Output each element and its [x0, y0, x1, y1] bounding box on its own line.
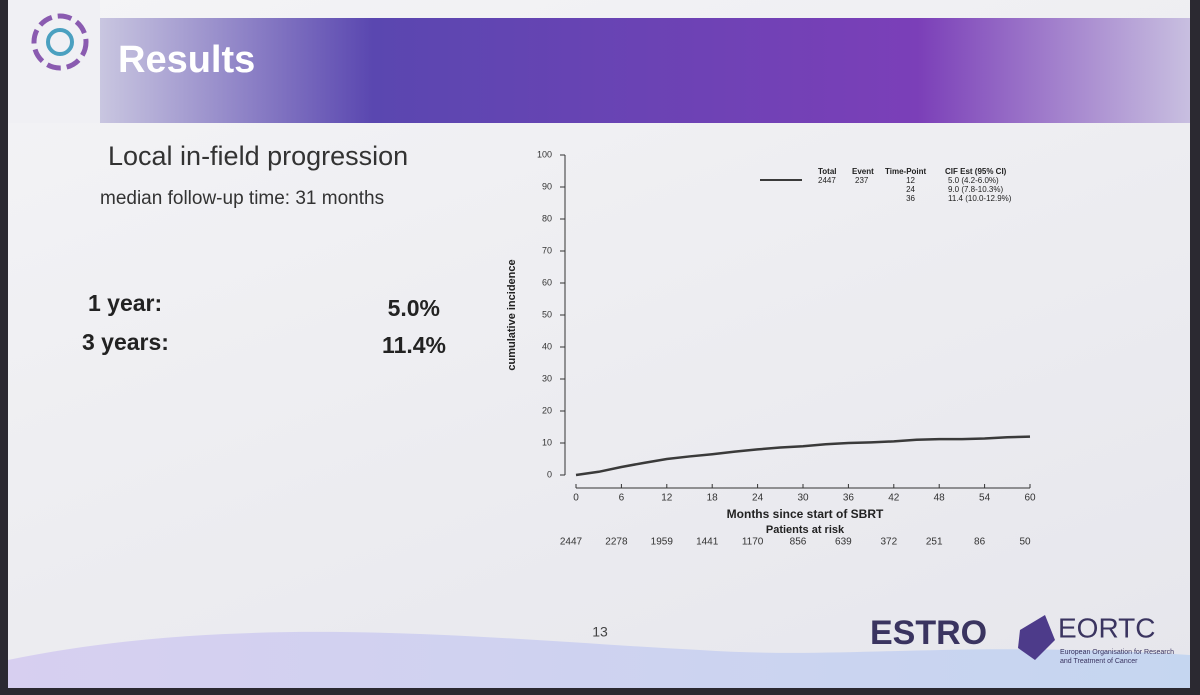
risk-count: 1441 [696, 537, 719, 548]
header-band [100, 18, 1190, 123]
risk-count: 856 [790, 537, 807, 548]
y-tick-label: 90 [542, 181, 552, 191]
risk-count: 1959 [651, 537, 674, 548]
y-tick-label: 60 [542, 277, 552, 287]
x-tick-label: 30 [797, 493, 809, 504]
y-tick-label: 20 [542, 405, 552, 415]
table-cell: 11.4 (10.0-12.9%) [948, 194, 1012, 203]
x-tick-label: 6 [619, 493, 625, 504]
x-tick-label: 24 [752, 493, 764, 504]
table-header: CIF Est (95% CI) [945, 167, 1007, 176]
slide-title: Results [118, 39, 255, 81]
eortc-caption: European Organisation for Research [1060, 649, 1174, 656]
risk-count: 251 [926, 537, 943, 548]
risk-count: 639 [835, 537, 852, 548]
stat-label: 1 year: [88, 290, 162, 316]
risk-count: 50 [1019, 537, 1031, 548]
stat-value: 5.0% [388, 295, 440, 321]
table-cell: 2447 [818, 176, 836, 185]
y-axis-title: cumulative incidence [506, 259, 518, 370]
risk-count: 2447 [560, 537, 583, 548]
stat-value: 11.4% [382, 332, 446, 358]
stat-label: 3 years: [82, 329, 169, 355]
page-number: 13 [592, 624, 608, 640]
x-axis-title: Months since start of SBRT [727, 507, 884, 521]
table-header: Event [852, 167, 874, 176]
x-tick-label: 42 [888, 493, 900, 504]
footer-wave [8, 631, 1190, 688]
logo-icon [46, 28, 74, 56]
risk-count: 2278 [605, 537, 628, 548]
risk-count: 1170 [742, 537, 764, 548]
table-cell: 237 [855, 176, 869, 185]
y-tick-label: 50 [542, 309, 552, 319]
line [575, 435, 1031, 477]
logo-eortc-icon [1018, 615, 1055, 660]
x-tick-label: 48 [934, 493, 946, 504]
logo-icon [31, 13, 89, 71]
subheading: median follow-up time: 31 months [100, 188, 384, 209]
risk-count: 86 [974, 537, 986, 548]
table-header: Total [818, 167, 837, 176]
logo-eortc: EORTC [1058, 612, 1156, 643]
logo-estro: ESTRO [870, 614, 987, 652]
y-tick-label: 40 [542, 341, 552, 351]
chart: 0 10 20 30 40 50 60 70 80 90 100 0 6 12 18 24 30 36 42 48 54… [506, 149, 1036, 547]
x-tick-label: 60 [1024, 493, 1036, 504]
y-tick-label: 0 [547, 469, 552, 479]
heading: Local in-field progression [108, 141, 408, 171]
y-tick-label: 100 [537, 149, 552, 159]
table-cell: 36 [906, 194, 915, 203]
logo-box [8, 0, 100, 123]
table-header: Time-Point [885, 167, 927, 176]
y-tick-label: 10 [542, 437, 552, 447]
y-tick-label: 30 [542, 373, 552, 383]
y-tick-label: 80 [542, 213, 552, 223]
x-tick-label: 0 [573, 493, 579, 504]
table-cell: 24 [906, 185, 915, 194]
x-tick-label: 54 [979, 493, 991, 504]
risk-count: 372 [880, 537, 897, 548]
eortc-caption: and Treatment of Cancer [1060, 658, 1138, 665]
table-cell: 12 [906, 176, 915, 185]
table-cell: 5.0 (4.2-6.0%) [948, 176, 999, 185]
x-tick-label: 36 [843, 493, 855, 504]
risk-title: Patients at risk [766, 524, 845, 536]
x-tick-label: 12 [661, 493, 673, 504]
table-cell: 9.0 (7.8-10.3%) [948, 185, 1003, 194]
y-tick-label: 70 [542, 245, 552, 255]
x-tick-label: 18 [707, 493, 719, 504]
